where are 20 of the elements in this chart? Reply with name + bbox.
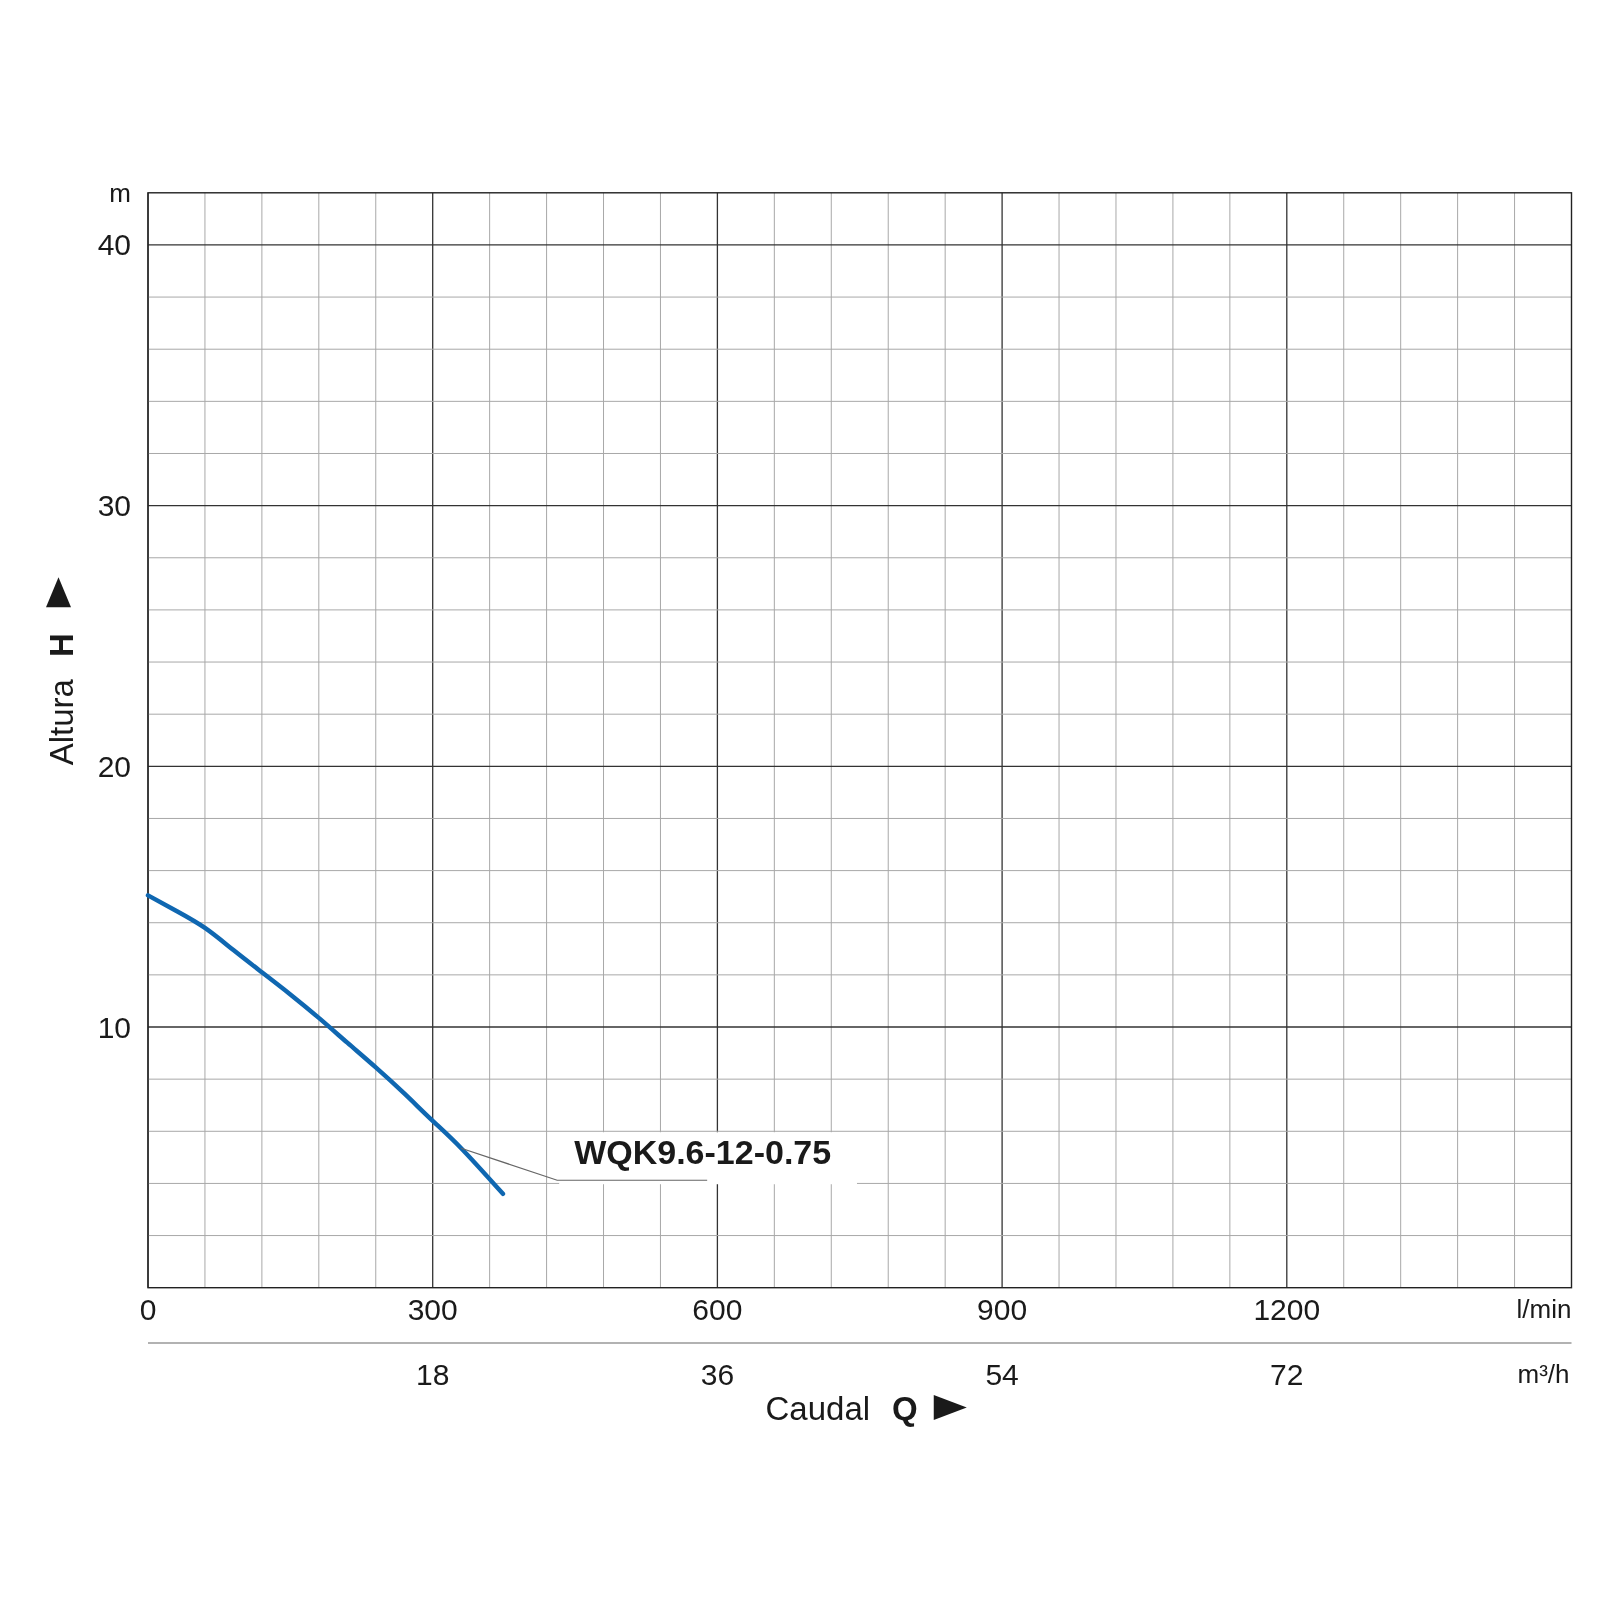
x-tick-label: 900 [977, 1292, 1028, 1326]
x-tick-label: 600 [692, 1292, 743, 1326]
y-tick-label: 30 [97, 489, 131, 523]
x2-tick-label: 54 [985, 1357, 1019, 1391]
x-tick-label: 0 [139, 1292, 157, 1326]
text: l/min [1516, 1294, 1572, 1325]
x2-tick-label: 18 [416, 1357, 450, 1391]
y-axis-title: Altura H [43, 633, 80, 766]
x2-tick-label: 36 [700, 1357, 735, 1391]
text: m [109, 177, 131, 208]
line-series [145, 893, 506, 1197]
x-axis-title: Caudal Q [765, 1390, 918, 1427]
y-tick-label: 40 [97, 228, 131, 262]
x-tick-label: 300 [407, 1292, 458, 1326]
text: m³/h [1517, 1359, 1570, 1390]
x2-tick-label: 72 [1270, 1357, 1304, 1391]
y-tick-label: 20 [97, 749, 131, 783]
text: WQK9.6-12-0.75 [574, 1133, 832, 1172]
x-tick-label: 1200 [1253, 1292, 1321, 1326]
y-tick-label: 10 [97, 1010, 131, 1044]
